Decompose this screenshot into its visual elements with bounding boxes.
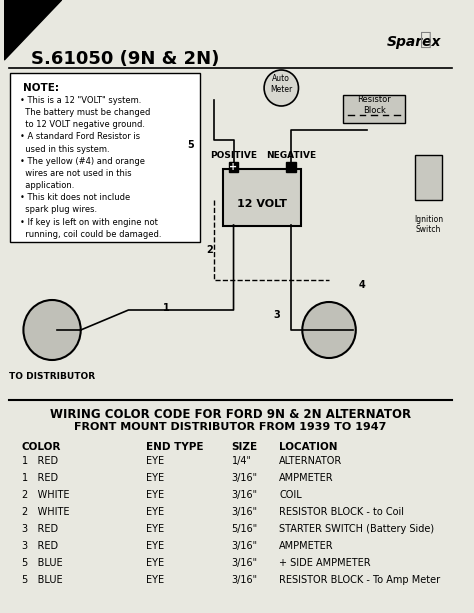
Text: 5   BLUE: 5 BLUE <box>21 558 62 568</box>
Bar <box>229 162 238 172</box>
Text: TO DISTRIBUTOR: TO DISTRIBUTOR <box>9 372 95 381</box>
Text: SIZE: SIZE <box>232 442 258 452</box>
Circle shape <box>302 302 356 358</box>
Text: + SIDE AMPMETER: + SIDE AMPMETER <box>279 558 371 568</box>
Text: 12 VOLT: 12 VOLT <box>237 199 287 208</box>
Text: • This is a 12 "VOLT" system.
  The battery must be changed
  to 12 VOLT negativ: • This is a 12 "VOLT" system. The batter… <box>19 96 161 238</box>
Text: COLOR: COLOR <box>21 442 61 452</box>
Text: AMPMETER: AMPMETER <box>279 473 334 483</box>
Text: 2: 2 <box>206 245 213 255</box>
Text: RESISTOR BLOCK - to Coil: RESISTOR BLOCK - to Coil <box>279 507 404 517</box>
Text: EYE: EYE <box>146 473 164 483</box>
Text: 3/16": 3/16" <box>232 507 258 517</box>
Bar <box>286 162 296 172</box>
Text: Resistor
Block: Resistor Block <box>357 95 391 115</box>
Text: ALTERNATOR: ALTERNATOR <box>279 456 343 466</box>
Text: 3   RED: 3 RED <box>21 524 58 534</box>
Text: 3   RED: 3 RED <box>21 541 58 551</box>
Text: EYE: EYE <box>146 575 164 585</box>
Bar <box>343 95 405 123</box>
Text: RESISTOR BLOCK - To Amp Meter: RESISTOR BLOCK - To Amp Meter <box>279 575 440 585</box>
Text: 2   WHITE: 2 WHITE <box>21 490 69 500</box>
Text: EYE: EYE <box>146 456 164 466</box>
Text: 3/16": 3/16" <box>232 490 258 500</box>
Text: 5: 5 <box>187 140 194 150</box>
Text: WIRING COLOR CODE FOR FORD 9N & 2N ALTERNATOR: WIRING COLOR CODE FOR FORD 9N & 2N ALTER… <box>50 408 411 421</box>
Text: NEGATIVE: NEGATIVE <box>266 151 316 160</box>
Text: 2   WHITE: 2 WHITE <box>21 507 69 517</box>
Text: 5   BLUE: 5 BLUE <box>21 575 62 585</box>
Text: EYE: EYE <box>146 524 164 534</box>
Circle shape <box>264 70 299 106</box>
Text: Sparex: Sparex <box>386 35 441 49</box>
Text: Ignition
Switch: Ignition Switch <box>414 215 443 234</box>
Text: 5/16": 5/16" <box>232 524 258 534</box>
Text: EYE: EYE <box>146 558 164 568</box>
Bar <box>415 155 442 200</box>
FancyBboxPatch shape <box>223 169 301 226</box>
Text: FRONT MOUNT DISTRIBUTOR FROM 1939 TO 1947: FRONT MOUNT DISTRIBUTOR FROM 1939 TO 194… <box>74 422 387 432</box>
Text: POSITIVE: POSITIVE <box>210 151 257 160</box>
Text: 3/16": 3/16" <box>232 541 258 551</box>
Text: 3/16": 3/16" <box>232 575 258 585</box>
Text: Auto
Meter: Auto Meter <box>270 74 292 94</box>
Text: S.61050 (9N & 2N): S.61050 (9N & 2N) <box>31 50 219 68</box>
Circle shape <box>23 300 81 360</box>
Text: 1   RED: 1 RED <box>21 473 58 483</box>
Text: 🚜: 🚜 <box>420 30 431 49</box>
Text: EYE: EYE <box>146 507 164 517</box>
Text: 3/16": 3/16" <box>232 558 258 568</box>
Text: NOTE:: NOTE: <box>23 83 59 93</box>
Text: 4: 4 <box>359 280 366 290</box>
Text: 3/16": 3/16" <box>232 473 258 483</box>
Text: END TYPE: END TYPE <box>146 442 203 452</box>
FancyBboxPatch shape <box>10 73 200 242</box>
Text: LOCATION: LOCATION <box>279 442 338 452</box>
Text: 3: 3 <box>273 310 280 320</box>
Text: 1: 1 <box>164 303 170 313</box>
Polygon shape <box>4 0 62 60</box>
Text: 1/4": 1/4" <box>232 456 252 466</box>
Text: EYE: EYE <box>146 541 164 551</box>
Text: COIL: COIL <box>279 490 302 500</box>
Text: AMPMETER: AMPMETER <box>279 541 334 551</box>
Text: EYE: EYE <box>146 490 164 500</box>
Text: 1   RED: 1 RED <box>21 456 58 466</box>
Text: STARTER SWITCH (Battery Side): STARTER SWITCH (Battery Side) <box>279 524 435 534</box>
Text: +: + <box>229 162 237 172</box>
